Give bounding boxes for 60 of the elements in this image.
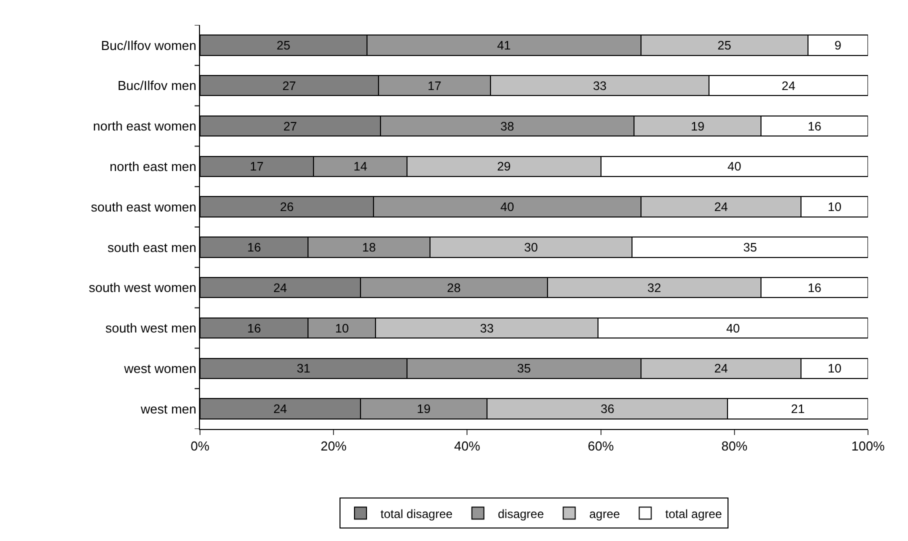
data-label: 19 — [416, 402, 431, 416]
data-label: 32 — [647, 280, 662, 295]
data-label: 35 — [517, 362, 531, 376]
data-label: 38 — [500, 119, 514, 134]
data-label: 14 — [353, 160, 368, 174]
data-label: 17 — [250, 160, 264, 174]
y-tick-label: north east women — [93, 118, 196, 134]
legend-label: total agree — [665, 506, 722, 521]
data-label: 31 — [296, 362, 311, 376]
data-label: 21 — [791, 402, 805, 416]
data-label: 16 — [247, 240, 262, 254]
data-label: 27 — [282, 78, 296, 93]
x-tick-label: 20% — [320, 438, 348, 454]
data-label: 26 — [280, 200, 294, 214]
legend-label: disagree — [498, 506, 544, 521]
data-label: 17 — [428, 78, 442, 93]
y-tick-label: north east men — [110, 158, 196, 174]
y-tick-label: south west men — [105, 320, 196, 336]
data-label: 30 — [524, 240, 538, 254]
data-label: 28 — [446, 280, 461, 295]
x-tick-label: 100% — [851, 438, 886, 454]
y-tick-label: Buc/Ilfov men — [118, 78, 196, 94]
data-label: 24 — [714, 362, 728, 376]
legend-label: agree — [589, 506, 620, 521]
data-label: 35 — [743, 240, 758, 254]
data-label: 33 — [592, 78, 607, 93]
data-label: 16 — [808, 280, 822, 295]
data-label: 9 — [834, 38, 842, 52]
data-label: 10 — [335, 321, 349, 336]
data-label: 33 — [480, 321, 494, 336]
data-label: 25 — [276, 38, 290, 52]
data-label: 41 — [497, 38, 511, 52]
data-label: 10 — [828, 200, 842, 214]
data-label: 27 — [283, 119, 298, 134]
data-label: 40 — [500, 200, 514, 214]
data-label: 19 — [690, 119, 705, 134]
y-tick-label: west women — [123, 360, 196, 376]
x-tick-label: 60% — [588, 438, 614, 454]
data-label: 16 — [808, 119, 822, 134]
x-tick-label: 80% — [721, 438, 748, 454]
x-tick-label: 40% — [454, 438, 481, 454]
data-label: 18 — [362, 240, 376, 254]
y-tick-label: south east women — [90, 199, 196, 214]
y-tick-label: west men — [140, 401, 196, 416]
data-label: 29 — [497, 160, 511, 174]
data-label: 36 — [600, 402, 614, 416]
y-tick-label: south east men — [108, 240, 196, 255]
data-label: 40 — [726, 321, 740, 336]
data-label: 24 — [273, 402, 288, 416]
data-label: 16 — [247, 321, 262, 336]
data-label: 10 — [828, 362, 842, 376]
legend-label: total disagree — [380, 506, 453, 521]
data-label: 40 — [728, 160, 742, 174]
data-label: 25 — [718, 38, 732, 52]
y-tick-label: Buc/Ilfov women — [101, 38, 196, 53]
data-label: 24 — [273, 280, 288, 295]
x-tick-label: 0% — [190, 438, 210, 454]
data-label: 24 — [782, 78, 796, 93]
y-tick-label: south west women — [88, 280, 196, 296]
data-label: 24 — [714, 200, 728, 214]
